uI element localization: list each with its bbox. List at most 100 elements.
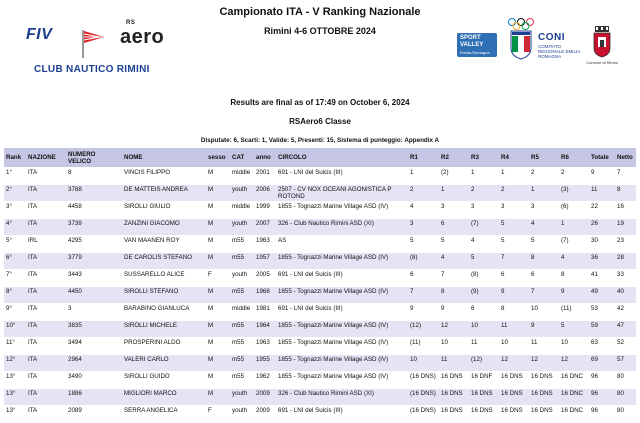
table-cell: 2	[469, 184, 499, 202]
table-cell: m55	[230, 320, 254, 338]
column-header: R5	[529, 148, 559, 168]
club-burgee-icon	[82, 30, 104, 58]
table-cell: 16 DNS	[499, 371, 529, 389]
table-cell: 3835	[66, 320, 122, 338]
table-cell: (16 DNS)	[408, 371, 439, 389]
table-cell: 12	[529, 354, 559, 372]
table-cell: SIROLLI GUIDO	[122, 371, 206, 389]
table-cell: 1964	[254, 320, 276, 338]
table-cell: 7	[408, 286, 439, 304]
table-cell: 52	[615, 337, 636, 355]
table-cell: 9	[439, 303, 469, 321]
table-cell: 9	[559, 286, 589, 304]
table-cell: 1855 - Tognazzi Marine Village ASD (IV)	[276, 320, 408, 338]
table-cell: middle	[230, 167, 254, 185]
table-cell: M	[206, 320, 230, 338]
table-cell: 10	[499, 337, 529, 355]
table-cell: 5	[499, 218, 529, 236]
table-cell: ITA	[26, 218, 66, 236]
column-header: NUMERO VELICO	[66, 148, 122, 168]
column-header: CAT	[230, 148, 254, 168]
rs-aero-logo: RS aero	[120, 20, 165, 48]
table-cell: 326 - Club Nautico Rimini ASD (XI)	[276, 388, 408, 406]
table-cell: 1962	[254, 371, 276, 389]
table-cell: 691 - LNI del Sulcis (III)	[276, 303, 408, 321]
table-cell: 57	[615, 354, 636, 372]
table-cell: 1855 - Tognazzi Marine Village ASD (IV)	[276, 201, 408, 219]
sport-valley-logo: SPORT VALLEY Emilia-Romagna	[457, 33, 497, 57]
table-cell: 7	[439, 269, 469, 287]
table-cell: 7°	[4, 269, 26, 287]
table-cell: 8	[529, 252, 559, 270]
table-cell: 6	[439, 218, 469, 236]
table-cell: 8	[499, 303, 529, 321]
column-header: R1	[408, 148, 439, 168]
table-cell: 1	[439, 184, 469, 202]
table-cell: VINCIS FILIPPO	[122, 167, 206, 185]
table-cell: M	[206, 371, 230, 389]
table-cell: ITA	[26, 184, 66, 202]
page-subtitle: Rimini 4-6 OTTOBRE 2024	[264, 26, 376, 36]
table-cell: 3443	[66, 269, 122, 287]
table-cell: 6	[408, 269, 439, 287]
table-cell: 1981	[254, 303, 276, 321]
table-cell: M	[206, 235, 230, 253]
table-cell: 9	[589, 167, 615, 185]
olympic-rings-icon	[508, 18, 534, 30]
table-cell: 1855 - Tognazzi Marine Village ASD (IV)	[276, 337, 408, 355]
table-cell: middle	[230, 201, 254, 219]
table-cell: 9	[408, 303, 439, 321]
table-cell: 11°	[4, 337, 26, 355]
table-cell: 2005	[254, 269, 276, 287]
rimini-label: Comune di Rimini	[586, 60, 618, 65]
table-cell: M	[206, 167, 230, 185]
class-title: RSAero6 Classe	[289, 117, 351, 126]
table-cell: SIROLLI STEFANO	[122, 286, 206, 304]
table-cell: (8)	[408, 252, 439, 270]
table-cell: 2°	[4, 184, 26, 202]
table-cell: 2964	[66, 354, 122, 372]
table-cell: 12°	[4, 354, 26, 372]
table-cell: M	[206, 337, 230, 355]
table-cell: (2)	[439, 167, 469, 185]
table-cell: 8	[615, 184, 636, 202]
table-cell: 16 DNS	[529, 388, 559, 406]
table-cell: SUSSARELLO ALICE	[122, 269, 206, 287]
table-cell: 3	[439, 201, 469, 219]
table-cell: 1	[499, 167, 529, 185]
table-cell: 5	[529, 235, 559, 253]
table-cell: 23	[615, 235, 636, 253]
fiv-logo: FIV	[26, 26, 53, 43]
table-cell: youth	[230, 184, 254, 202]
table-cell: 41	[589, 269, 615, 287]
table-cell: 16 DNS	[439, 388, 469, 406]
table-cell: ITA	[26, 303, 66, 321]
table-cell: 19	[615, 218, 636, 236]
table-cell: 326 - Club Nautico Rimini ASD (XI)	[276, 218, 408, 236]
table-cell: 10	[439, 337, 469, 355]
table-cell: 4450	[66, 286, 122, 304]
table-cell: 3490	[66, 371, 122, 389]
table-cell: 1855 - Tognazzi Marine Village ASD (IV)	[276, 371, 408, 389]
table-cell: 1	[469, 167, 499, 185]
table-cell: VAN MAANEN ROY	[122, 235, 206, 253]
table-cell: 2009	[254, 405, 276, 423]
table-cell: AS	[276, 235, 408, 253]
table-cell: 10°	[4, 320, 26, 338]
table-cell: 1855 - Tognazzi Marine Village ASD (IV)	[276, 354, 408, 372]
table-cell: 12	[499, 354, 529, 372]
table-cell: 3	[66, 303, 122, 321]
page-title: Campionato ITA - V Ranking Nazionale	[219, 6, 421, 18]
table-cell: (8)	[469, 269, 499, 287]
table-cell: 3	[408, 218, 439, 236]
table-cell: 2	[499, 184, 529, 202]
table-cell: 691 - LNI del Sulcis (III)	[276, 167, 408, 185]
club-nautico-rimini-logo: CLUB NAUTICO RIMINI	[34, 64, 150, 75]
column-header: sesso	[206, 148, 230, 168]
table-cell: 9	[499, 286, 529, 304]
table-cell: ITA	[26, 252, 66, 270]
table-cell: 80	[615, 371, 636, 389]
